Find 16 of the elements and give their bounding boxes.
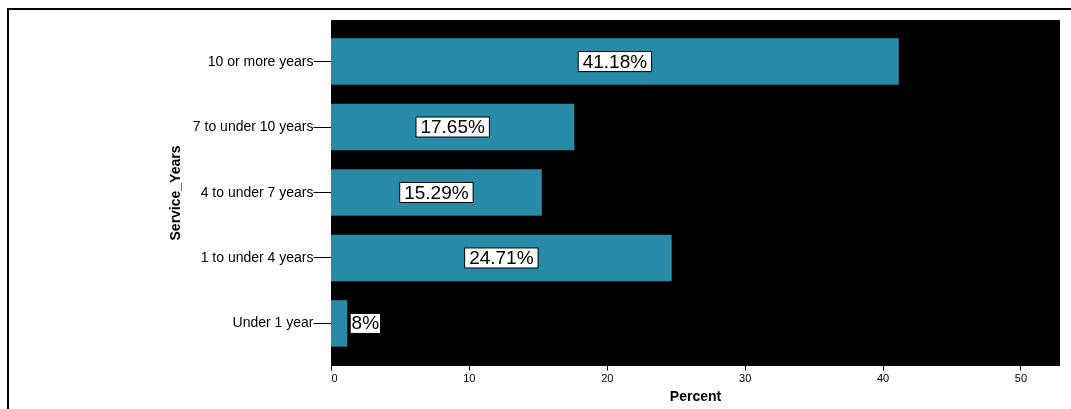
y-tick-label: 1 to under 4 years [200, 248, 314, 265]
x-tick-label: 30 [739, 371, 752, 384]
y-tick-label: Under 1 year [232, 314, 314, 331]
x-tick-label: 50 [1014, 371, 1028, 384]
x-tick-label: 40 [876, 371, 890, 384]
data-label: 24.71% [469, 246, 534, 268]
x-axis-title: Percent [669, 387, 722, 404]
x-tick-label: 0 [331, 371, 338, 384]
x-tick-label: 10 [463, 371, 476, 384]
y-tick-label: 7 to under 10 years [192, 118, 314, 135]
y-tick-label: 10 or more years [207, 52, 314, 69]
data-label: 15.29% [404, 181, 469, 203]
y-axis-title: Service_Years [166, 145, 183, 241]
data-label: 41.18% [582, 50, 648, 72]
x-tick-label: 20 [601, 371, 614, 384]
y-tick-label: 4 to under 7 years [200, 183, 314, 200]
